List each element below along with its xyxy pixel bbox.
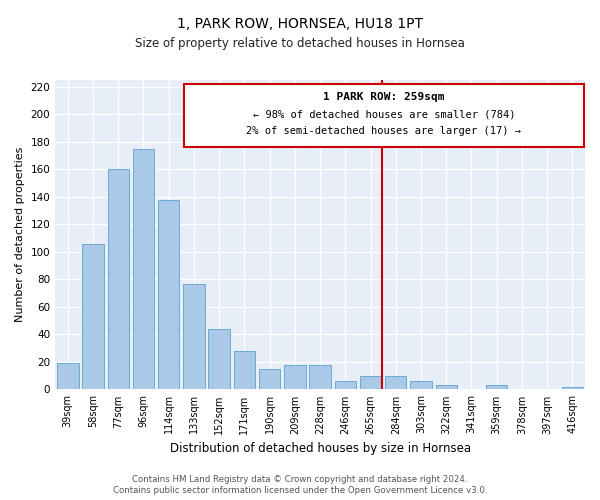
Bar [486,386,508,390]
Bar [385,376,406,390]
Text: 2% of semi-detached houses are larger (17) →: 2% of semi-detached houses are larger (1… [246,126,521,136]
FancyBboxPatch shape [184,84,584,148]
Y-axis label: Number of detached properties: Number of detached properties [15,147,25,322]
Bar [360,376,381,390]
Text: ← 98% of detached houses are smaller (784): ← 98% of detached houses are smaller (78… [253,110,515,120]
Text: 1, PARK ROW, HORNSEA, HU18 1PT: 1, PARK ROW, HORNSEA, HU18 1PT [177,18,423,32]
Bar [208,329,230,390]
Text: Size of property relative to detached houses in Hornsea: Size of property relative to detached ho… [135,38,465,51]
Bar [310,364,331,390]
Text: Contains HM Land Registry data © Crown copyright and database right 2024.: Contains HM Land Registry data © Crown c… [132,475,468,484]
Bar [436,386,457,390]
Bar [133,149,154,390]
Bar [107,170,129,390]
Bar [183,284,205,390]
Bar [82,244,104,390]
Text: Contains public sector information licensed under the Open Government Licence v3: Contains public sector information licen… [113,486,487,495]
Bar [57,364,79,390]
Bar [233,351,255,390]
Bar [335,381,356,390]
Bar [259,369,280,390]
Bar [284,364,305,390]
Bar [410,381,432,390]
Text: 1 PARK ROW: 259sqm: 1 PARK ROW: 259sqm [323,92,445,102]
X-axis label: Distribution of detached houses by size in Hornsea: Distribution of detached houses by size … [170,442,470,455]
Bar [562,386,583,390]
Bar [158,200,179,390]
